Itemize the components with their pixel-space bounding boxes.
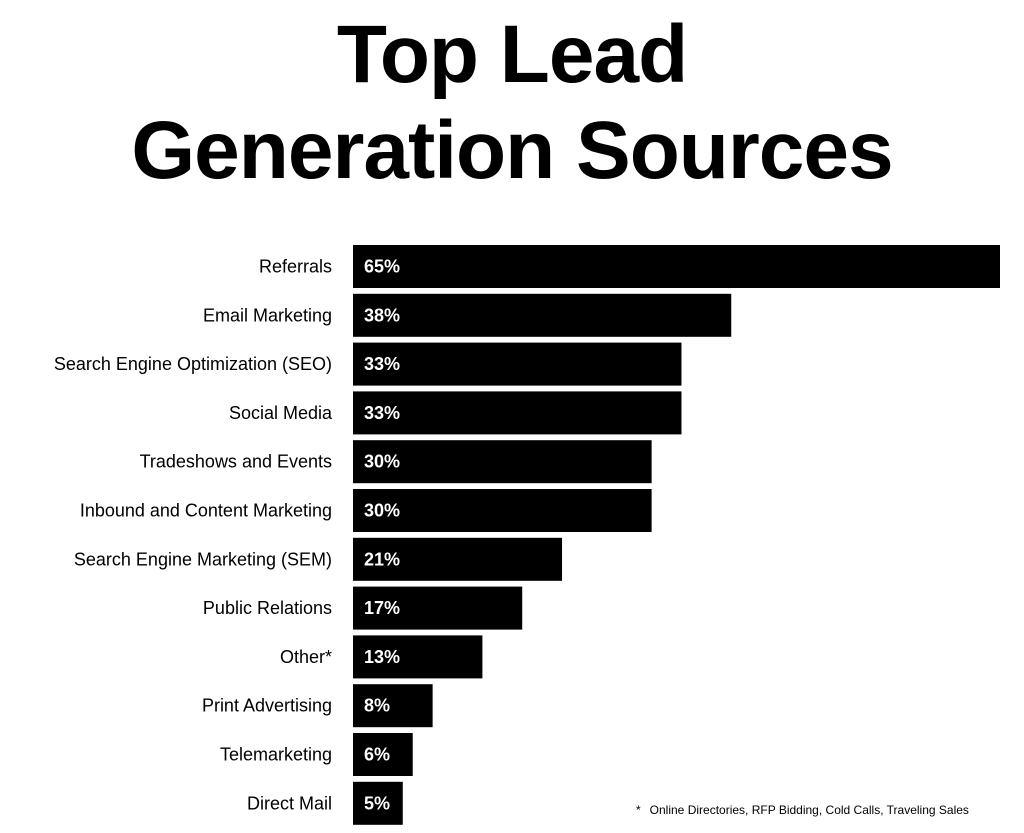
bar <box>353 635 483 679</box>
category-label: Email Marketing <box>203 305 332 325</box>
bar <box>353 293 732 337</box>
category-label: Print Advertising <box>202 696 332 716</box>
bar <box>353 586 523 630</box>
category-label: Search Engine Optimization (SEO) <box>54 354 332 374</box>
value-label: 21% <box>364 549 400 569</box>
bar <box>353 489 652 532</box>
value-label: 30% <box>364 501 400 521</box>
chart-title-line-1: Top Lead <box>336 9 688 100</box>
category-label: Inbound and Content Marketing <box>80 501 332 521</box>
category-label: Social Media <box>229 403 333 423</box>
value-label: 33% <box>364 354 400 374</box>
value-label: 8% <box>364 696 390 716</box>
category-label: Other* <box>280 647 332 667</box>
bar <box>353 684 433 728</box>
value-label: 30% <box>364 452 400 472</box>
category-label: Search Engine Marketing (SEM) <box>74 549 332 569</box>
footnote: * Online Directories, RFP Bidding, Cold C… <box>636 803 969 817</box>
bar <box>353 733 413 776</box>
value-label: 5% <box>364 793 390 813</box>
bar <box>353 781 403 825</box>
value-label: 13% <box>364 647 400 667</box>
category-label: Public Relations <box>203 598 332 618</box>
footnote-text: Online Directories, RFP Bidding, Cold Ca… <box>649 803 969 817</box>
category-label: Tradeshows and Events <box>140 452 332 472</box>
bar <box>353 391 682 435</box>
footnote-mark: * <box>636 803 641 817</box>
value-label: 38% <box>364 305 400 325</box>
value-label: 17% <box>364 598 400 618</box>
category-label: Referrals <box>259 257 332 277</box>
bar <box>353 245 1000 288</box>
chart-title-line-2: Generation Sources <box>131 105 893 196</box>
category-label: Direct Mail <box>247 793 332 813</box>
value-label: 65% <box>364 257 400 277</box>
bar <box>353 537 563 581</box>
category-label: Telemarketing <box>220 745 332 765</box>
value-label: 6% <box>364 745 390 765</box>
bar <box>353 440 652 484</box>
bar <box>353 342 682 386</box>
value-label: 33% <box>364 403 400 423</box>
